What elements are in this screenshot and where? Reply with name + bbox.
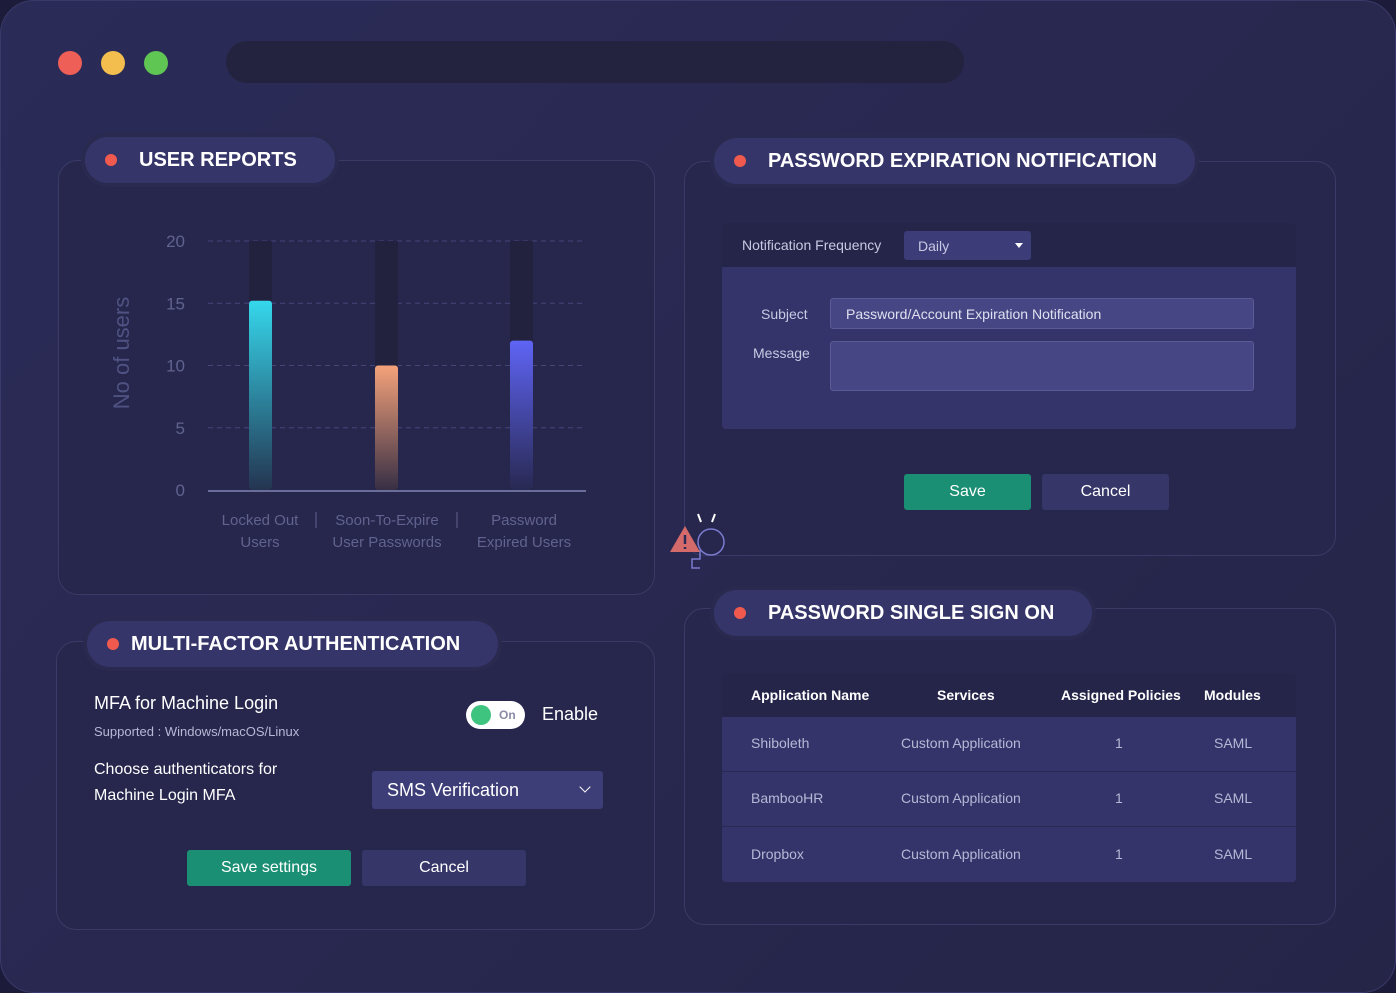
choose-authenticators-line2: Machine Login MFA <box>94 787 236 804</box>
x-tick-label: Expired Users <box>477 534 571 551</box>
table-cell: 1 <box>1115 735 1123 751</box>
chevron-down-icon <box>579 781 591 793</box>
frequency-select[interactable]: Daily <box>904 231 1031 260</box>
save-settings-button[interactable]: Save settings <box>187 850 351 886</box>
table-cell: Shiboleth <box>751 735 810 751</box>
table-cell: 1 <box>1115 790 1123 806</box>
sso-table: Application Name Services Assigned Polic… <box>722 673 1296 882</box>
table-cell: Custom Application <box>901 790 1021 806</box>
minimize-button[interactable] <box>101 51 125 75</box>
supported-os-text: Supported : Windows/macOS/Linux <box>94 724 300 739</box>
frequency-value: Daily <box>918 238 950 254</box>
subject-input[interactable]: Password/Account Expiration Notification <box>830 298 1254 329</box>
message-input[interactable] <box>830 341 1254 391</box>
column-header: Application Name <box>751 687 870 703</box>
alert-key-icon <box>670 513 725 569</box>
y-tick-label: 0 <box>176 481 185 500</box>
table-cell: 1 <box>1115 846 1123 862</box>
cancel-button[interactable]: Cancel <box>1042 474 1169 510</box>
user-reports-title: USER REPORTS <box>85 137 335 183</box>
x-tick-label: Locked Out <box>222 512 300 529</box>
table-header <box>722 673 1296 717</box>
toggle-knob <box>471 705 491 725</box>
table-cell: SAML <box>1214 735 1253 751</box>
table-cell: BambooHR <box>751 790 824 806</box>
x-tick-label: Soon-To-Expire <box>335 512 438 529</box>
subject-label: Subject <box>761 306 808 322</box>
x-tick-label: Password <box>491 512 557 529</box>
column-header: Assigned Policies <box>1061 687 1181 703</box>
table-cell: Custom Application <box>901 846 1021 862</box>
address-bar[interactable] <box>226 41 964 83</box>
mfa-cancel-button[interactable]: Cancel <box>362 850 526 886</box>
mfa-toggle[interactable]: On <box>466 701 525 729</box>
table-cell: SAML <box>1214 846 1253 862</box>
save-button[interactable]: Save <box>904 474 1031 510</box>
table-cell: Custom Application <box>901 735 1021 751</box>
toggle-state: On <box>499 708 516 722</box>
x-tick-label: Users <box>240 534 279 551</box>
authenticator-select[interactable]: SMS Verification <box>372 771 603 809</box>
password-expiration-title: PASSWORD EXPIRATION NOTIFICATION <box>714 138 1195 184</box>
column-header: Modules <box>1204 687 1261 703</box>
table-cell: SAML <box>1214 790 1253 806</box>
frequency-label: Notification Frequency <box>742 237 882 253</box>
authenticator-value: SMS Verification <box>387 780 520 800</box>
y-tick-label: 5 <box>176 419 185 438</box>
close-button[interactable] <box>58 51 82 75</box>
message-label: Message <box>753 345 810 361</box>
y-tick-label: 20 <box>166 232 185 251</box>
user-reports-chart: 0 5 10 15 20 No of users Locked Out Users Soon-T… <box>109 232 586 551</box>
x-tick-label: User Passwords <box>332 534 441 551</box>
mfa-title: MULTI-FACTOR AUTHENTICATION <box>87 621 499 667</box>
notification-form: Notification Frequency Daily Subject Pas… <box>722 223 1296 429</box>
maximize-button[interactable] <box>144 51 168 75</box>
bar <box>249 300 272 490</box>
enable-label: Enable <box>542 704 599 724</box>
y-tick-label: 15 <box>166 294 185 313</box>
bar <box>510 340 533 490</box>
caret-down-icon <box>1015 243 1023 252</box>
table-cell: Dropbox <box>751 846 804 862</box>
user-reports-panel <box>58 160 655 595</box>
mfa-machine-login-label: MFA for Machine Login <box>94 693 279 713</box>
y-axis-label: No of users <box>109 297 134 410</box>
y-tick-label: 10 <box>166 357 185 376</box>
sso-title: PASSWORD SINGLE SIGN ON <box>714 590 1093 636</box>
column-header: Services <box>937 687 995 703</box>
bar <box>375 365 398 490</box>
choose-authenticators-line1: Choose authenticators for <box>94 761 278 778</box>
